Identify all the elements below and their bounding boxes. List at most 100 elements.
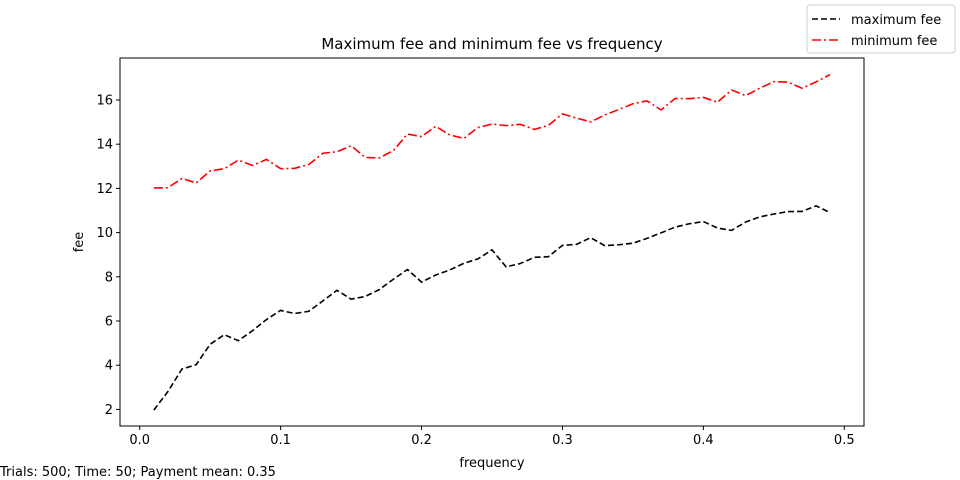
- data-point-maximum-fee: [364, 296, 366, 298]
- y-tick-label: 10: [96, 226, 113, 241]
- x-axis: 0.0 0.1 0.2 0.3 0.4 0.5: [129, 426, 855, 448]
- data-point-maximum-fee: [435, 274, 437, 276]
- data-point-minimum-fee: [759, 87, 761, 89]
- data-point-maximum-fee: [280, 310, 282, 312]
- data-point-minimum-fee: [688, 98, 690, 100]
- data-point-maximum-fee: [660, 232, 662, 234]
- data-point-maximum-fee: [703, 221, 705, 223]
- x-tick-label: 0.3: [552, 433, 573, 448]
- data-point-maximum-fee: [787, 211, 789, 213]
- y-tick-label: 2: [105, 403, 113, 418]
- data-point-maximum-fee: [378, 289, 380, 291]
- legend-label-minimum-fee: minimum fee: [851, 34, 937, 49]
- data-point-minimum-fee: [590, 121, 592, 123]
- data-point-maximum-fee: [209, 343, 211, 345]
- data-point-maximum-fee: [350, 298, 352, 300]
- data-point-minimum-fee: [252, 165, 254, 167]
- data-point-minimum-fee: [223, 168, 225, 170]
- data-point-minimum-fee: [829, 74, 831, 76]
- data-point-minimum-fee: [801, 87, 803, 89]
- data-point-maximum-fee: [773, 213, 775, 215]
- data-point-minimum-fee: [815, 81, 817, 83]
- data-point-maximum-fee: [632, 242, 634, 244]
- data-point-maximum-fee: [505, 266, 507, 268]
- data-point-maximum-fee: [266, 319, 268, 321]
- chart-title: Maximum fee and minimum fee vs frequency: [321, 35, 662, 53]
- data-point-minimum-fee: [238, 159, 240, 161]
- x-tick-label: 0.0: [129, 433, 150, 448]
- legend: maximum fee minimum fee: [806, 4, 956, 54]
- data-point-minimum-fee: [435, 126, 437, 128]
- data-point-minimum-fee: [378, 157, 380, 159]
- data-point-maximum-fee: [407, 269, 409, 271]
- data-point-minimum-fee: [632, 103, 634, 105]
- data-point-maximum-fee: [548, 256, 550, 258]
- data-point-minimum-fee: [773, 81, 775, 83]
- data-point-maximum-fee: [322, 300, 324, 302]
- data-point-minimum-fee: [294, 167, 296, 169]
- legend-frame: [806, 4, 956, 54]
- plot-frame: [119, 57, 865, 427]
- data-point-minimum-fee: [660, 109, 662, 111]
- data-point-minimum-fee: [449, 134, 451, 136]
- y-tick-label: 8: [105, 270, 113, 285]
- data-point-minimum-fee: [787, 81, 789, 83]
- data-point-maximum-fee: [646, 238, 648, 240]
- data-point-maximum-fee: [815, 205, 817, 207]
- data-point-maximum-fee: [449, 269, 451, 271]
- data-point-maximum-fee: [604, 245, 606, 247]
- data-point-minimum-fee: [407, 133, 409, 135]
- legend-label-maximum-fee: maximum fee: [851, 13, 941, 28]
- y-axis-label: fee: [72, 232, 87, 253]
- data-point-maximum-fee: [393, 278, 395, 280]
- data-point-minimum-fee: [421, 136, 423, 138]
- data-point-minimum-fee: [153, 187, 155, 189]
- y-tick-label: 14: [96, 138, 113, 153]
- data-point-minimum-fee: [477, 127, 479, 129]
- data-point-maximum-fee: [308, 310, 310, 312]
- data-point-minimum-fee: [393, 150, 395, 152]
- data-point-maximum-fee: [181, 368, 183, 370]
- series-line-minimum-fee: [153, 73, 831, 189]
- data-point-maximum-fee: [731, 230, 733, 232]
- data-point-minimum-fee: [745, 95, 747, 97]
- data-point-maximum-fee: [576, 244, 578, 246]
- data-point-minimum-fee: [209, 170, 211, 172]
- x-tick-label: 0.5: [834, 433, 855, 448]
- data-point-minimum-fee: [717, 101, 719, 103]
- data-point-minimum-fee: [533, 129, 535, 131]
- data-point-maximum-fee: [590, 237, 592, 239]
- y-axis: 2 4 6 8 10 12 14 16: [96, 93, 120, 418]
- data-point-minimum-fee: [646, 100, 648, 102]
- data-point-maximum-fee: [618, 244, 620, 246]
- data-point-minimum-fee: [167, 187, 169, 189]
- footer-note: Trials: 500; Time: 50; Payment mean: 0.3…: [0, 465, 276, 480]
- data-point-minimum-fee: [336, 151, 338, 153]
- data-point-maximum-fee: [491, 249, 493, 251]
- data-point-maximum-fee: [421, 281, 423, 283]
- x-tick-label: 0.1: [270, 433, 291, 448]
- data-point-minimum-fee: [703, 97, 705, 99]
- data-point-minimum-fee: [519, 124, 521, 126]
- data-point-minimum-fee: [280, 168, 282, 170]
- data-point-maximum-fee: [477, 258, 479, 260]
- data-point-minimum-fee: [604, 114, 606, 116]
- data-point-maximum-fee: [759, 216, 761, 218]
- x-axis-label: frequency: [459, 456, 525, 471]
- data-point-maximum-fee: [688, 223, 690, 225]
- data-point-maximum-fee: [829, 212, 831, 214]
- data-point-maximum-fee: [674, 226, 676, 228]
- data-point-maximum-fee: [167, 391, 169, 393]
- data-point-minimum-fee: [576, 117, 578, 119]
- data-point-minimum-fee: [463, 138, 465, 140]
- data-point-maximum-fee: [153, 409, 155, 411]
- data-point-minimum-fee: [364, 157, 366, 159]
- data-point-minimum-fee: [491, 123, 493, 125]
- data-point-minimum-fee: [674, 98, 676, 100]
- data-point-maximum-fee: [463, 263, 465, 265]
- x-tick-label: 0.2: [411, 433, 432, 448]
- data-point-maximum-fee: [336, 289, 338, 291]
- data-point-maximum-fee: [238, 340, 240, 342]
- data-point-minimum-fee: [548, 125, 550, 127]
